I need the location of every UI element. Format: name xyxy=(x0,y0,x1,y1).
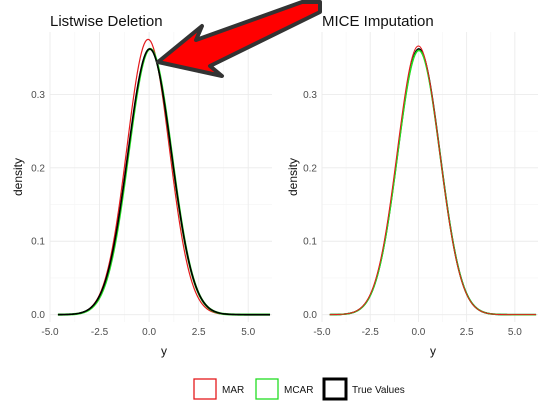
density-line-mar xyxy=(57,38,271,316)
x-tick-label: 5.0 xyxy=(241,327,255,338)
x-tick-label: 5.0 xyxy=(508,327,522,338)
y-tick-label: 0.1 xyxy=(31,237,45,248)
density-line-mar xyxy=(329,45,537,316)
legend-label-mar: MAR xyxy=(222,385,244,396)
y-tick-label: 0.2 xyxy=(31,163,45,174)
legend-label-mcar: MCAR xyxy=(284,385,313,396)
y-tick-label: 0.0 xyxy=(31,310,45,321)
x-tick-label: -5.0 xyxy=(313,327,331,338)
y-tick-label: 0.0 xyxy=(303,310,317,321)
density-line-mcar xyxy=(329,49,537,316)
panel-title: MICE Imputation xyxy=(322,13,434,30)
legend: MAR MCAR True Values xyxy=(193,377,405,401)
panel-1: -5.0 -2.5 0.0 2.5 5.0 0.0 0.1 0.2 0.3 y density Lis… xyxy=(11,13,272,358)
x-tick-label: -5.0 xyxy=(41,327,59,338)
y-tick-label: 0.1 xyxy=(303,237,317,248)
panel-2: -5.0 -2.5 0.0 2.5 5.0 0.0 0.1 0.2 0.3 y density MIC… xyxy=(286,13,538,358)
density-line-true xyxy=(57,48,271,316)
y-axis-title: density xyxy=(11,158,25,196)
y-tick-label: 0.2 xyxy=(303,163,317,174)
density-line-mcar xyxy=(57,47,271,316)
annotation-arrow xyxy=(156,0,322,78)
x-tick-label: 2.5 xyxy=(192,327,206,338)
y-tick-label: 0.3 xyxy=(31,90,45,101)
legend-key-mcar xyxy=(255,378,279,400)
panel-title: Listwise Deletion xyxy=(50,13,163,30)
x-tick-label: 2.5 xyxy=(460,327,474,338)
legend-key-true xyxy=(322,377,348,401)
x-tick-label: -2.5 xyxy=(91,327,109,338)
density-line-true xyxy=(329,48,537,316)
y-tick-label: 0.3 xyxy=(303,90,317,101)
legend-label-true: True Values xyxy=(352,385,405,396)
x-axis-title: y xyxy=(430,344,436,358)
y-axis-title: density xyxy=(286,158,300,196)
x-tick-label: 0.0 xyxy=(142,327,156,338)
x-tick-label: 0.0 xyxy=(411,327,425,338)
x-axis-title: y xyxy=(161,344,167,358)
x-tick-label: -2.5 xyxy=(362,327,380,338)
legend-key-mar xyxy=(193,378,217,400)
